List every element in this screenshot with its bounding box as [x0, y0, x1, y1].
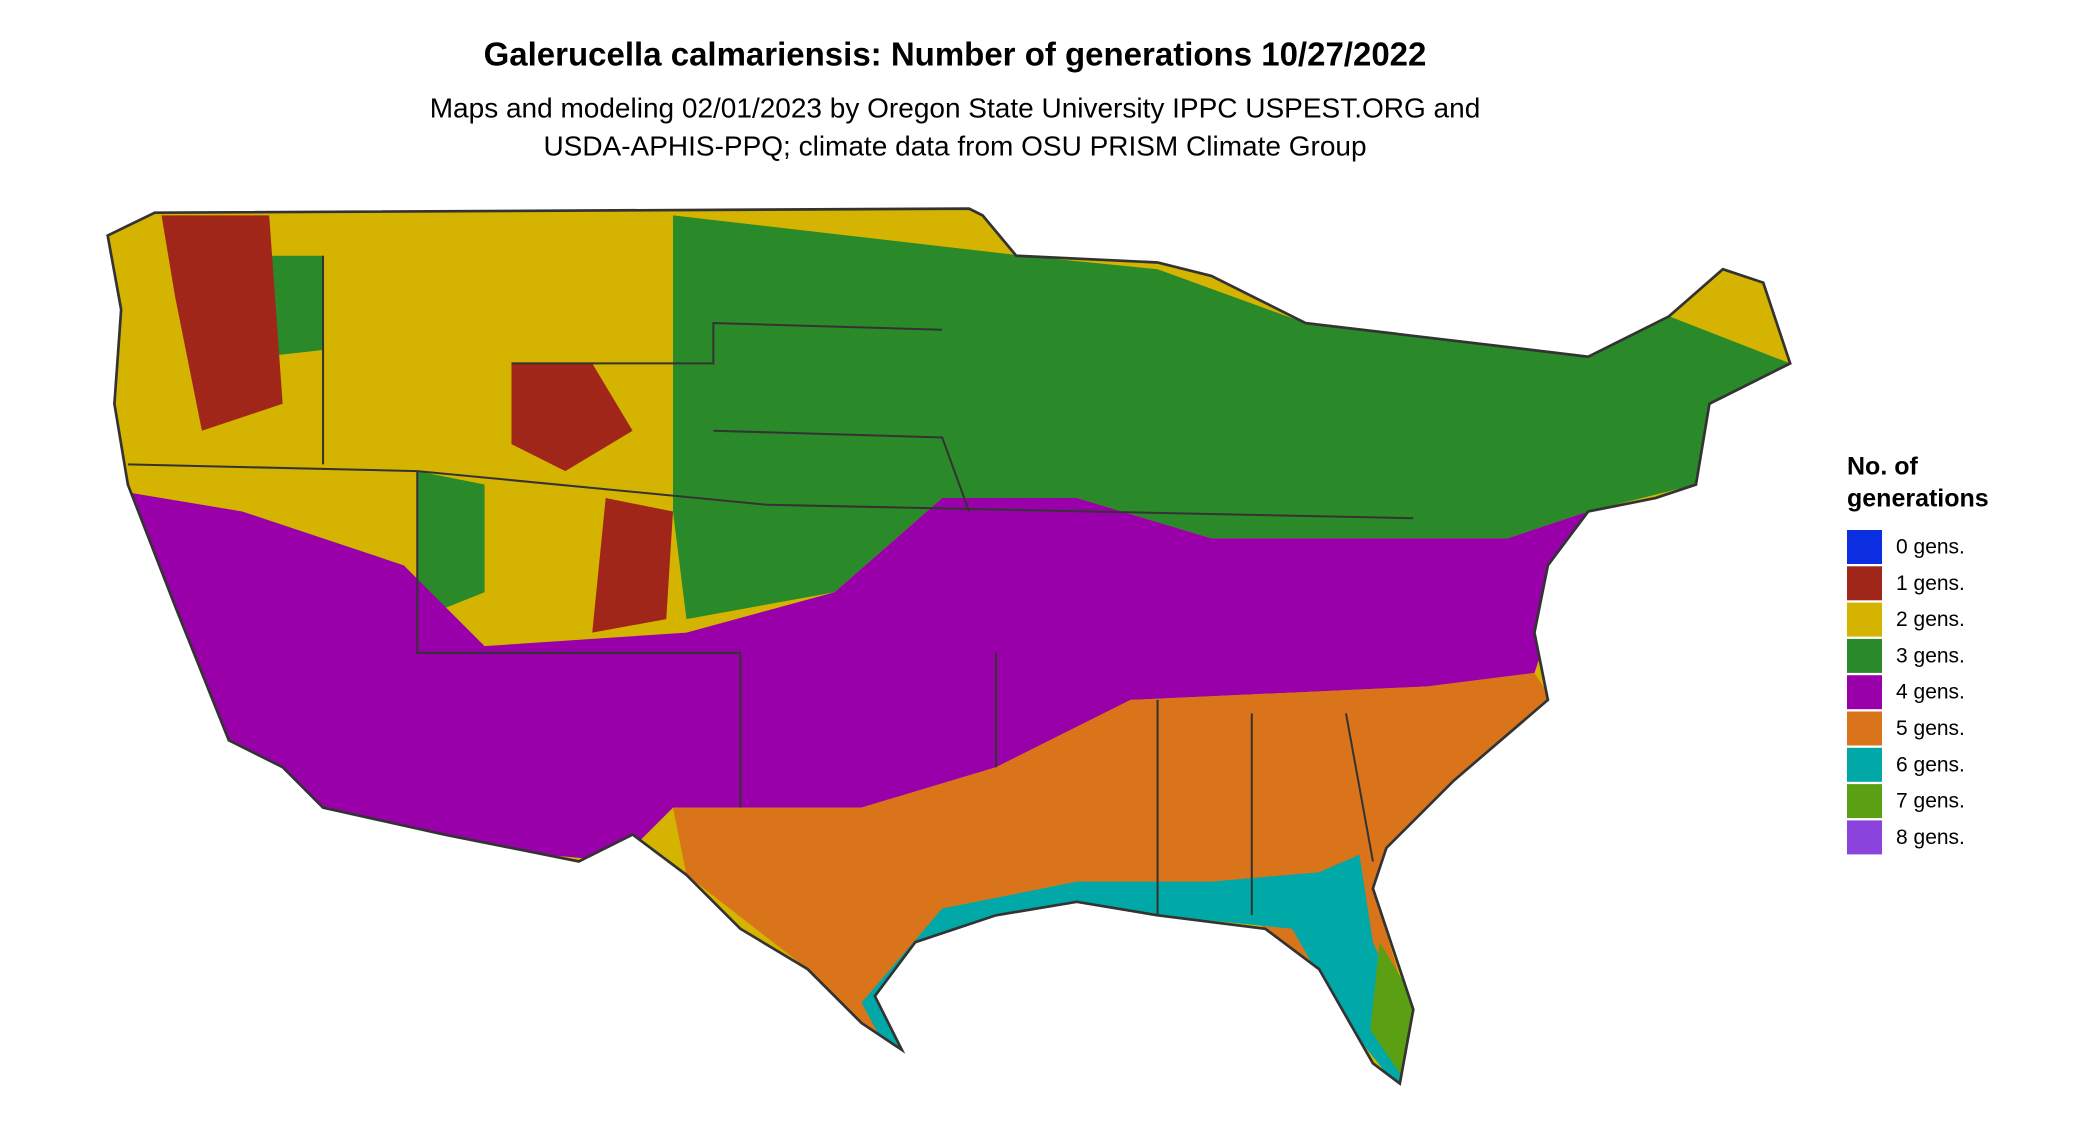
- legend-swatch: [1847, 747, 1882, 782]
- region: [107, 484, 1589, 862]
- legend-label: 6 gens.: [1896, 753, 1965, 776]
- legend-swatch: [1847, 566, 1882, 601]
- legend-label: 3 gens.: [1896, 644, 1965, 667]
- legend-label: 5 gens.: [1896, 717, 1965, 740]
- legend-swatch: [1847, 675, 1882, 710]
- legend-swatch: [1847, 784, 1882, 819]
- subtitle: USDA-APHIS-PPQ; climate data from OSU PR…: [543, 130, 1366, 161]
- subtitle: Maps and modeling 02/01/2023 by Oregon S…: [430, 92, 1481, 123]
- legend-label: 1 gens.: [1896, 572, 1965, 595]
- legend-swatch: [1847, 602, 1882, 637]
- legend-label: 4 gens.: [1896, 681, 1965, 704]
- legend-swatch: [1847, 711, 1882, 746]
- legend-swatch: [1847, 820, 1882, 855]
- legend-label: 7 gens.: [1896, 790, 1965, 813]
- legend-swatch: [1847, 530, 1882, 564]
- state-borders: [127, 255, 1414, 916]
- legend-swatch: [1847, 638, 1882, 673]
- legend: 0 gens. 1 gens. 2 gens. 3 gens. 4 gens. 5 gen…: [1847, 530, 1965, 855]
- legend-label: 0 gens.: [1896, 536, 1965, 559]
- legend-label: 8 gens.: [1896, 826, 1965, 849]
- outline: [106, 207, 1792, 1086]
- legend-title: generations: [1847, 485, 1989, 513]
- title: Galerucella calmariensis: Number of gene…: [484, 36, 1427, 73]
- legend-label: 2 gens.: [1896, 608, 1965, 631]
- region: [161, 215, 673, 633]
- legend-title: No. of: [1847, 453, 1918, 481]
